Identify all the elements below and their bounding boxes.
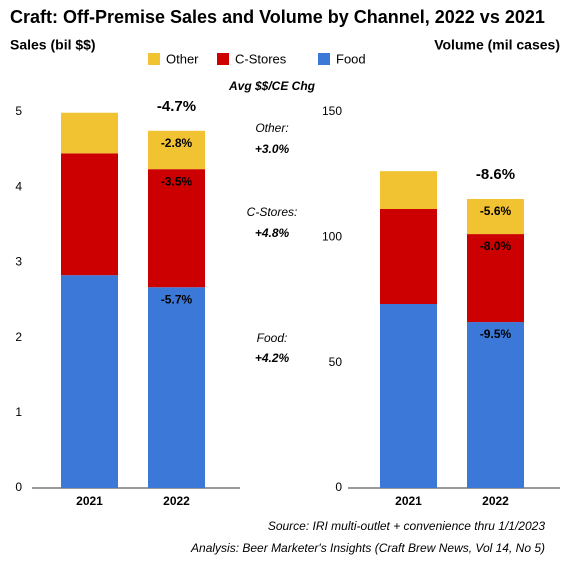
x-tick-label: 2021: [395, 494, 422, 508]
change-label: -5.7%: [161, 292, 193, 306]
change-label: -5.6%: [480, 204, 512, 218]
y-axis-label: Sales (bil $$): [10, 37, 96, 53]
legend-swatch: [148, 53, 160, 65]
bar-segment: [61, 112, 118, 154]
total-change-label: -4.7%: [157, 98, 196, 115]
x-tick-label: 2022: [163, 494, 190, 508]
change-label: -8.0%: [480, 239, 512, 253]
change-label: -2.8%: [161, 136, 193, 150]
legend-swatch: [217, 53, 229, 65]
y-axis-label: Volume (mil cases): [434, 37, 560, 53]
y-tick-label: 50: [329, 355, 343, 369]
bar-segment: [148, 130, 205, 170]
annotation-name: C-Stores:: [247, 205, 298, 219]
change-label: -3.5%: [161, 174, 193, 188]
annotation-change: +4.2%: [255, 351, 290, 365]
legend-label: C-Stores: [235, 51, 287, 66]
bar-segment: [467, 322, 524, 488]
x-tick-label: 2021: [76, 494, 103, 508]
bar-segment: [148, 287, 205, 488]
y-tick-label: 1: [15, 405, 22, 419]
annotation-name: Food:: [257, 331, 288, 345]
bar-segment: [380, 304, 437, 488]
bar-segment: [61, 153, 118, 276]
source: Analysis: Beer Marketer's Insights (Craf…: [190, 541, 545, 555]
bar-segment: [61, 275, 118, 488]
y-tick-label: 100: [322, 230, 342, 244]
y-tick-label: 0: [15, 480, 22, 494]
y-tick-label: 0: [335, 480, 342, 494]
bar-segment: [380, 209, 437, 305]
annotation-name: Other:: [255, 121, 288, 135]
bar-segment: [380, 171, 437, 210]
y-tick-label: 3: [15, 255, 22, 269]
y-tick-label: 5: [15, 104, 22, 118]
y-tick-label: 2: [15, 330, 22, 344]
annotation-heading: Avg $$/CE Chg: [228, 79, 316, 93]
bar-segment: [148, 169, 205, 288]
y-tick-label: 4: [15, 179, 22, 193]
source: Source: IRI multi-outlet + convenience t…: [268, 519, 545, 533]
total-change-label: -8.6%: [476, 166, 515, 183]
annotation-change: +4.8%: [255, 226, 290, 240]
legend-label: Food: [336, 51, 366, 66]
bar-segment: [467, 198, 524, 235]
annotation-change: +3.0%: [255, 142, 290, 156]
chart-title: Craft: Off-Premise Sales and Volume by C…: [10, 7, 545, 27]
bar-segment: [467, 234, 524, 323]
y-tick-label: 150: [322, 104, 342, 118]
legend-label: Other: [166, 51, 199, 66]
legend-swatch: [318, 53, 330, 65]
x-tick-label: 2022: [482, 494, 509, 508]
change-label: -9.5%: [480, 327, 512, 341]
